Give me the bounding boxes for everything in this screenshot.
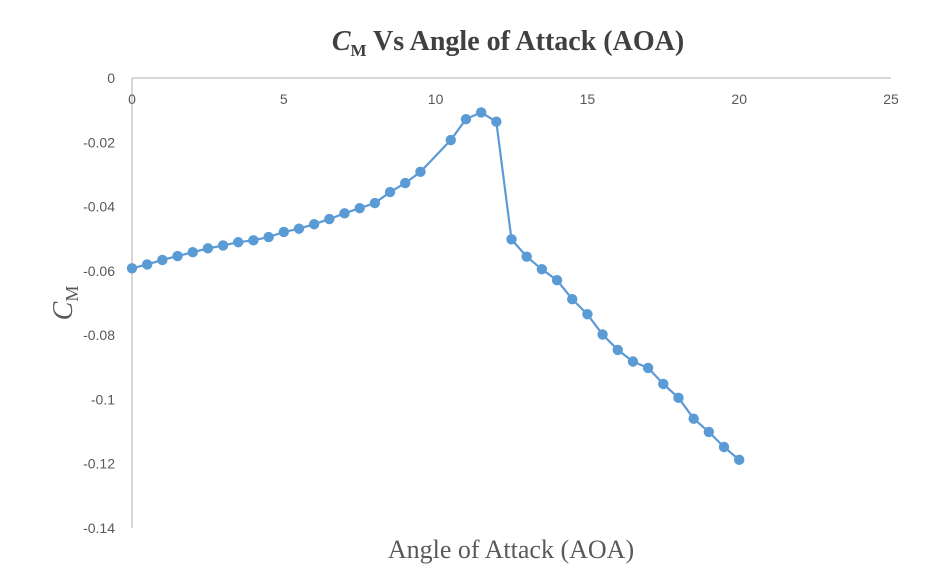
svg-text:CM: CM — [48, 286, 82, 321]
y-tick-labels: 0 -0.02 -0.04 -0.06 -0.08 -0.1 -0.12 -0.14 — [83, 70, 115, 536]
data-point — [278, 226, 289, 238]
y-tick-label: -0.02 — [83, 134, 115, 150]
x-tick-label: 5 — [280, 91, 288, 107]
data-point — [445, 134, 456, 146]
y-tick-label: -0.1 — [91, 391, 115, 407]
data-point — [187, 247, 198, 258]
data-point — [521, 251, 532, 262]
data-point — [582, 309, 593, 320]
data-point — [141, 259, 153, 270]
series-markers — [126, 107, 745, 466]
data-point — [718, 441, 730, 453]
y-axis-title: CM — [48, 286, 82, 321]
x-tick-label: 0 — [128, 91, 136, 107]
data-point — [658, 378, 669, 390]
x-tick-label: 20 — [731, 91, 747, 107]
y-tick-label: -0.14 — [83, 520, 115, 536]
data-point — [339, 208, 350, 219]
y-tick-label: -0.08 — [83, 327, 115, 343]
data-point — [551, 274, 563, 286]
data-point — [475, 107, 487, 118]
data-point — [369, 197, 381, 209]
data-point — [567, 293, 578, 305]
data-point — [384, 186, 396, 198]
chart-title: CM Vs Angle of Attack (AOA) — [332, 26, 684, 60]
data-point — [415, 166, 426, 178]
data-point — [703, 426, 715, 438]
data-point — [491, 116, 502, 127]
data-point — [688, 413, 699, 424]
y-tick-label: 0 — [107, 70, 115, 86]
data-point — [354, 202, 365, 214]
data-point — [324, 213, 335, 225]
data-point — [400, 177, 411, 189]
chart-title-main: C — [332, 26, 351, 57]
data-point — [627, 356, 639, 367]
data-point — [642, 362, 654, 374]
data-point — [172, 250, 183, 262]
data-point — [536, 264, 548, 275]
data-point — [734, 454, 745, 466]
data-point — [673, 392, 684, 404]
y-tick-label: -0.06 — [83, 263, 115, 279]
data-point — [506, 234, 517, 245]
data-point — [612, 344, 623, 356]
data-point — [126, 263, 138, 274]
chart-title-rest: Vs Angle of Attack (AOA) — [367, 26, 685, 57]
y-tick-label: -0.12 — [83, 456, 115, 472]
x-tick-label: 10 — [428, 91, 444, 107]
data-point — [157, 254, 168, 266]
data-point — [293, 223, 305, 234]
data-point — [233, 237, 244, 248]
data-point — [597, 329, 608, 340]
data-point — [202, 243, 214, 254]
chart-title-subscript: M — [351, 41, 367, 60]
data-point — [460, 113, 472, 125]
y-tick-label: -0.04 — [83, 199, 115, 215]
y-axis-title-main: C — [48, 301, 79, 320]
data-point — [263, 231, 274, 243]
x-axis-title: Angle of Attack (AOA) — [388, 535, 634, 564]
x-tick-label: 15 — [580, 91, 596, 107]
series-line — [131, 111, 740, 461]
y-axis-title-subscript: M — [62, 286, 82, 302]
x-tick-label: 25 — [883, 91, 899, 107]
x-tick-labels: 0 5 10 15 20 25 — [128, 91, 899, 107]
data-point — [217, 240, 229, 251]
data-point — [248, 235, 259, 246]
data-point — [308, 219, 320, 230]
